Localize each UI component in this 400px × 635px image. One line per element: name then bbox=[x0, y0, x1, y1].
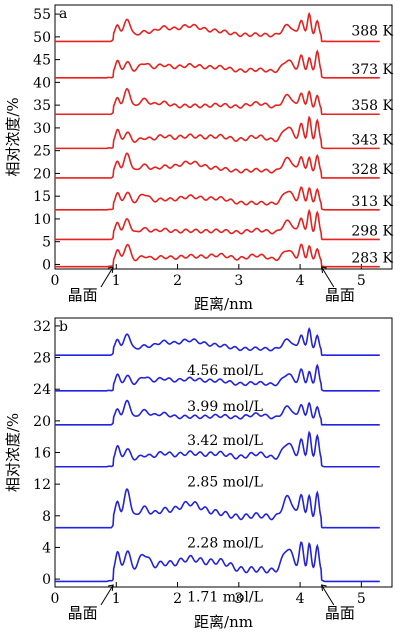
panel-a-y-axis-label: 相对浓度/% bbox=[4, 97, 22, 176]
x-tick-label: 5 bbox=[357, 273, 366, 289]
panel-a-interface-arrow-right bbox=[320, 266, 335, 288]
series-line bbox=[55, 488, 380, 529]
y-tick-label: 5 bbox=[42, 235, 51, 251]
series-line bbox=[55, 541, 380, 583]
series-label: 343 K bbox=[351, 132, 393, 148]
series-line bbox=[55, 11, 380, 43]
panel-a-axes-frame bbox=[54, 4, 393, 270]
x-tick-label: 2 bbox=[173, 591, 182, 607]
x-tick-label: 4 bbox=[296, 273, 305, 289]
panel-a-interface-label-right: 晶面 bbox=[325, 286, 355, 304]
series-line bbox=[55, 363, 380, 392]
series-label: 283 K bbox=[351, 251, 393, 267]
y-tick-label: 32 bbox=[33, 319, 51, 335]
series-line bbox=[55, 49, 380, 79]
y-tick-label: 30 bbox=[33, 121, 51, 137]
x-tick-label: 0 bbox=[51, 273, 60, 289]
x-tick-label: 5 bbox=[357, 591, 366, 607]
series-line bbox=[55, 115, 380, 150]
y-tick-label: 55 bbox=[33, 7, 51, 23]
panel-b-x-axis-label: 距离/nm bbox=[194, 613, 253, 631]
y-tick-label: 45 bbox=[33, 53, 51, 69]
panel-a-interface-arrow-left bbox=[100, 266, 114, 288]
panel-b-interface-arrow-left bbox=[100, 584, 114, 606]
y-tick-label: 16 bbox=[33, 446, 51, 462]
series-label: 2.28 mol/L bbox=[187, 536, 263, 552]
panel-b-label: b bbox=[59, 319, 68, 335]
x-tick-label: 1 bbox=[112, 273, 121, 289]
series-line bbox=[55, 152, 380, 179]
panel-a-interface-label-left: 晶面 bbox=[68, 286, 98, 304]
y-tick-label: 0 bbox=[42, 572, 51, 588]
y-tick-label: 20 bbox=[33, 166, 51, 182]
y-tick-label: 25 bbox=[33, 144, 51, 160]
x-tick-label: 1 bbox=[112, 591, 121, 607]
y-tick-label: 24 bbox=[33, 382, 51, 398]
panel-b-interface-label-left: 晶面 bbox=[68, 604, 98, 622]
y-tick-label: 15 bbox=[33, 189, 51, 205]
series-label: 358 K bbox=[351, 98, 393, 114]
y-tick-label: 0 bbox=[42, 257, 51, 273]
x-tick-label: 3 bbox=[234, 273, 243, 289]
series-label: 328 K bbox=[351, 162, 393, 178]
y-tick-label: 12 bbox=[33, 477, 51, 493]
x-tick-label: 0 bbox=[51, 591, 60, 607]
y-tick-label: 35 bbox=[33, 98, 51, 114]
series-line bbox=[55, 399, 380, 426]
panel-a-x-axis-label: 距离/nm bbox=[194, 295, 253, 313]
panel-a-label: a bbox=[59, 6, 67, 22]
x-tick-label: 2 bbox=[173, 273, 182, 289]
series-line bbox=[55, 186, 380, 211]
series-label: 313 K bbox=[351, 194, 393, 210]
series-line bbox=[55, 208, 380, 241]
series-label: 2.85 mol/L bbox=[187, 475, 263, 491]
series-line bbox=[55, 243, 380, 268]
y-tick-label: 10 bbox=[33, 212, 51, 228]
panel-b-interface-label-right: 晶面 bbox=[325, 604, 355, 622]
y-tick-label: 4 bbox=[42, 540, 51, 556]
series-label: 1.71 mol/L bbox=[187, 589, 263, 605]
series-label: 373 K bbox=[351, 62, 393, 78]
y-tick-label: 20 bbox=[33, 414, 51, 430]
y-tick-label: 40 bbox=[33, 75, 51, 91]
series-label: 4.56 mol/L bbox=[187, 363, 263, 379]
x-tick-label: 4 bbox=[296, 591, 305, 607]
series-line bbox=[55, 88, 380, 116]
series-line bbox=[55, 430, 380, 468]
x-tick-label: 3 bbox=[234, 591, 243, 607]
series-label: 3.42 mol/L bbox=[187, 433, 263, 449]
y-tick-label: 50 bbox=[33, 30, 51, 46]
series-label: 3.99 mol/L bbox=[187, 399, 263, 415]
panel-b-interface-arrow-right bbox=[320, 584, 335, 606]
y-tick-label: 28 bbox=[33, 351, 51, 367]
y-tick-label: 8 bbox=[42, 509, 51, 525]
series-label: 298 K bbox=[351, 223, 393, 239]
series-label: 388 K bbox=[351, 23, 393, 39]
series-line bbox=[55, 326, 380, 356]
panel-b-y-axis-label: 相对浓度/% bbox=[4, 413, 22, 492]
